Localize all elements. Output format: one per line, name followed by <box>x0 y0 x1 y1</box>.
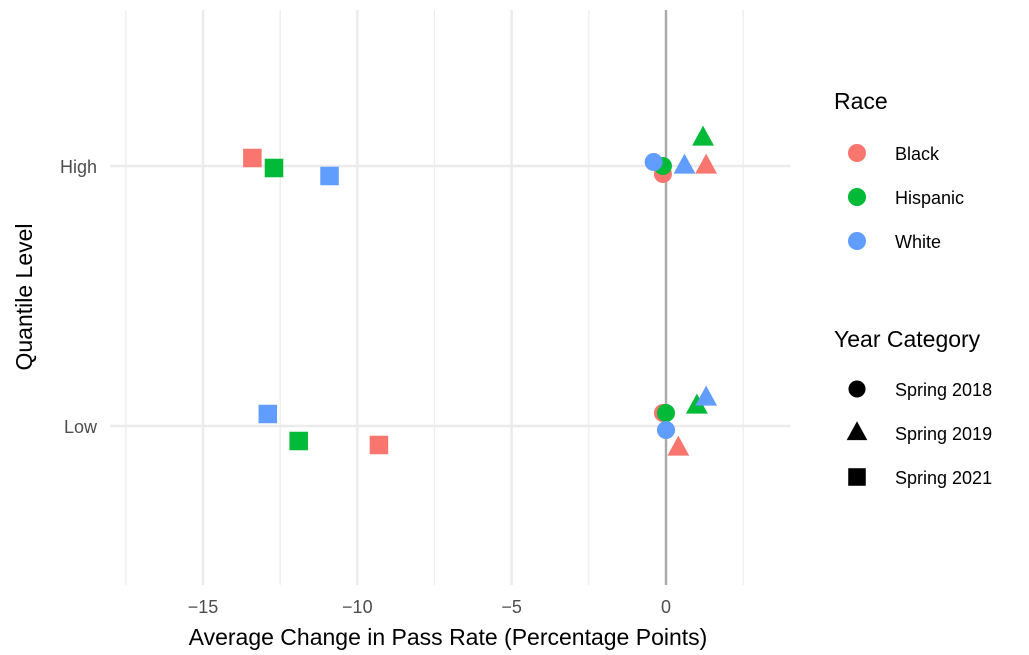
legend-swatch-white <box>847 231 867 251</box>
grid-lines <box>110 10 790 585</box>
point-high-hispanic-spring-2021 <box>264 158 284 178</box>
legend-race-items: Black Hispanic White <box>847 143 964 252</box>
point-high-black-spring-2019 <box>695 153 718 174</box>
legend-label-hispanic: Hispanic <box>895 188 964 208</box>
legend-swatch-black <box>847 143 867 163</box>
legend-label-white: White <box>895 232 941 252</box>
point-low-white-spring-2018 <box>656 420 676 440</box>
legend-label-spring-2019: Spring 2019 <box>895 424 992 444</box>
x-tick-label: −15 <box>188 597 219 617</box>
x-tick-label: −10 <box>342 597 373 617</box>
legend-year-items: Spring 2018 Spring 2019 Spring 2021 <box>846 380 992 488</box>
legend-swatch-spring-2019 <box>846 421 868 441</box>
y-axis-title: Quantile Level <box>11 223 37 370</box>
y-tick-label: Low <box>64 417 98 437</box>
point-high-white-spring-2018 <box>644 152 663 172</box>
point-low-hispanic-spring-2021 <box>289 431 308 451</box>
point-low-white-spring-2019 <box>695 385 718 406</box>
legend-label-black: Black <box>895 144 940 164</box>
legend-label-spring-2021: Spring 2021 <box>895 468 992 488</box>
data-points <box>243 125 718 456</box>
point-high-black-spring-2021 <box>243 148 262 168</box>
x-tick-label: −5 <box>501 597 522 617</box>
legend-swatch-hispanic <box>847 187 867 207</box>
y-tick-label: High <box>60 157 97 177</box>
legend-label-spring-2018: Spring 2018 <box>895 380 992 400</box>
point-low-hispanic-spring-2018 <box>656 403 676 423</box>
legend-swatch-spring-2021 <box>848 468 866 486</box>
x-axis-title: Average Change in Pass Rate (Percentage … <box>189 624 708 650</box>
legend-year-title: Year Category <box>834 326 981 352</box>
point-low-black-spring-2021 <box>369 435 389 455</box>
legend: Race Year Category Black Hispanic White Sp… <box>834 88 992 488</box>
x-axis-ticks: −15 −10 −5 0 <box>188 597 671 617</box>
point-high-white-spring-2021 <box>320 166 339 186</box>
point-high-white-spring-2019 <box>673 153 696 174</box>
point-low-black-spring-2019 <box>667 435 690 456</box>
legend-race-title: Race <box>834 88 888 114</box>
point-high-hispanic-spring-2019 <box>692 125 714 146</box>
legend-swatch-spring-2018 <box>848 380 866 398</box>
y-axis-ticks: Low High <box>60 157 98 437</box>
point-low-white-spring-2021 <box>258 404 278 424</box>
x-tick-label: 0 <box>661 597 671 617</box>
